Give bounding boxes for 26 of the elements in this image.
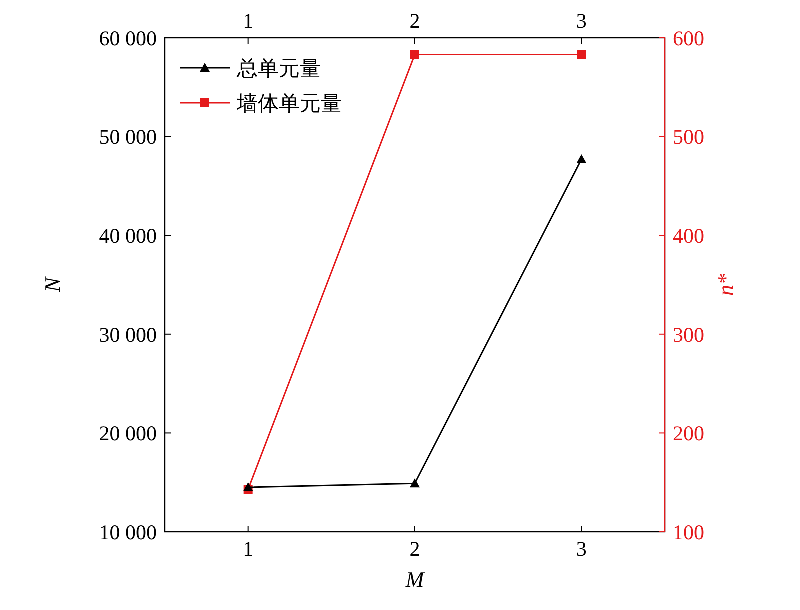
y-tick-label: 20 000 (99, 422, 157, 446)
y-tick-label: 40 000 (99, 224, 157, 248)
point (243, 482, 254, 492)
y-tick-label: 60 000 (99, 26, 157, 50)
x2-tick-label: 2 (410, 9, 420, 33)
point (576, 154, 587, 164)
y-axis-title: N (40, 276, 65, 294)
y-tick-label: 30 000 (99, 322, 157, 347)
legend-label: 总单元量 (236, 56, 321, 80)
y2-tick-label: 400 (673, 224, 704, 248)
legend-label: 墙体单元量 (236, 91, 342, 116)
y-tick-label: 10 000 (99, 520, 157, 544)
x2-tick-label: 3 (576, 9, 587, 33)
y2-tick-label: 500 (673, 125, 704, 150)
y2-tick-label: 300 (673, 322, 704, 347)
y2-tick-label: 200 (673, 422, 704, 446)
x-tick-label: 2 (410, 537, 420, 561)
point (410, 478, 420, 488)
x-tick-label: 1 (243, 537, 254, 561)
y-tick-label: 50 000 (99, 125, 157, 150)
x2-tick-label: 1 (243, 9, 254, 33)
x-tick-label: 3 (576, 537, 587, 561)
x-axis-title: M (404, 567, 426, 592)
y2-tick-label: 600 (673, 26, 704, 50)
y2-tick-label: 100 (673, 520, 704, 544)
y2-axis-title: n* (713, 274, 738, 296)
